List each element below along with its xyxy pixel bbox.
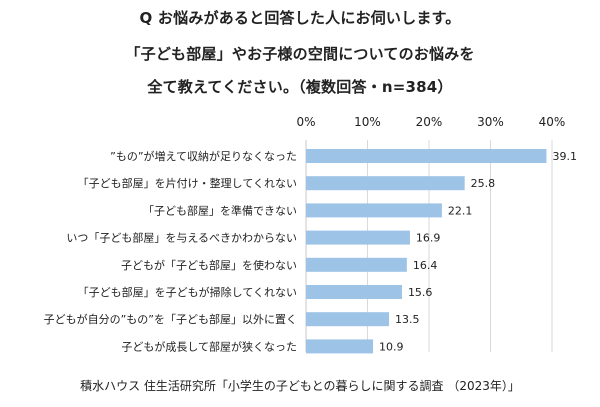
chart-title-line-2: 「子ども部屋」やお子様の空間についてのお悩みを (125, 45, 475, 63)
bar (306, 230, 410, 245)
data-label: 13.5 (395, 313, 420, 326)
x-tick-label: 10% (354, 115, 381, 129)
bar (306, 312, 390, 327)
category-label: 「子ども部屋」を片付け・整理してくれない (78, 176, 297, 190)
data-label: 16.4 (413, 259, 438, 272)
x-tick-label: 20% (416, 115, 443, 129)
bar (306, 285, 402, 299)
chart-title-line-3: 全て教えてください。（複数回答・n=384） (147, 78, 453, 96)
category-label: 子どもが自分の”もの”を「子ども部屋」以外に置く (44, 312, 297, 326)
bar (306, 203, 442, 218)
x-tick-label: 40% (539, 115, 566, 129)
bar (306, 176, 465, 191)
data-label: 25.8 (471, 177, 496, 190)
data-label: 16.9 (416, 232, 441, 245)
bar (306, 339, 374, 354)
bar (306, 149, 547, 163)
data-label: 15.6 (408, 286, 433, 299)
source-note: 積水ハウス 住生活研究所「小学生の子どもとの暮らしに関する調査 （2023年）」 (80, 379, 520, 393)
category-label: いつ「子ども部屋」を与えるべきかわからない (66, 231, 297, 245)
data-label: 39.1 (552, 150, 577, 163)
category-label: 子どもが「子ども部屋」を使わない (121, 258, 297, 272)
category-label: 「子ども部屋」を準備できない (143, 203, 297, 217)
category-label: 「子ども部屋」を子どもが掃除してくれない (78, 285, 297, 299)
x-tick-label: 30% (477, 115, 504, 129)
chart-title-line-1: Q お悩みがあると回答した人にお伺いします。 (139, 9, 461, 27)
bar (306, 257, 407, 272)
category-label: 子どもが成長して部屋が狭くなった (121, 339, 297, 353)
data-label: 22.1 (448, 204, 473, 217)
category-label: ”もの”が増えて収納が足りなくなった (110, 149, 297, 163)
data-label: 10.9 (379, 340, 404, 353)
x-tick-label: 0% (296, 115, 315, 129)
